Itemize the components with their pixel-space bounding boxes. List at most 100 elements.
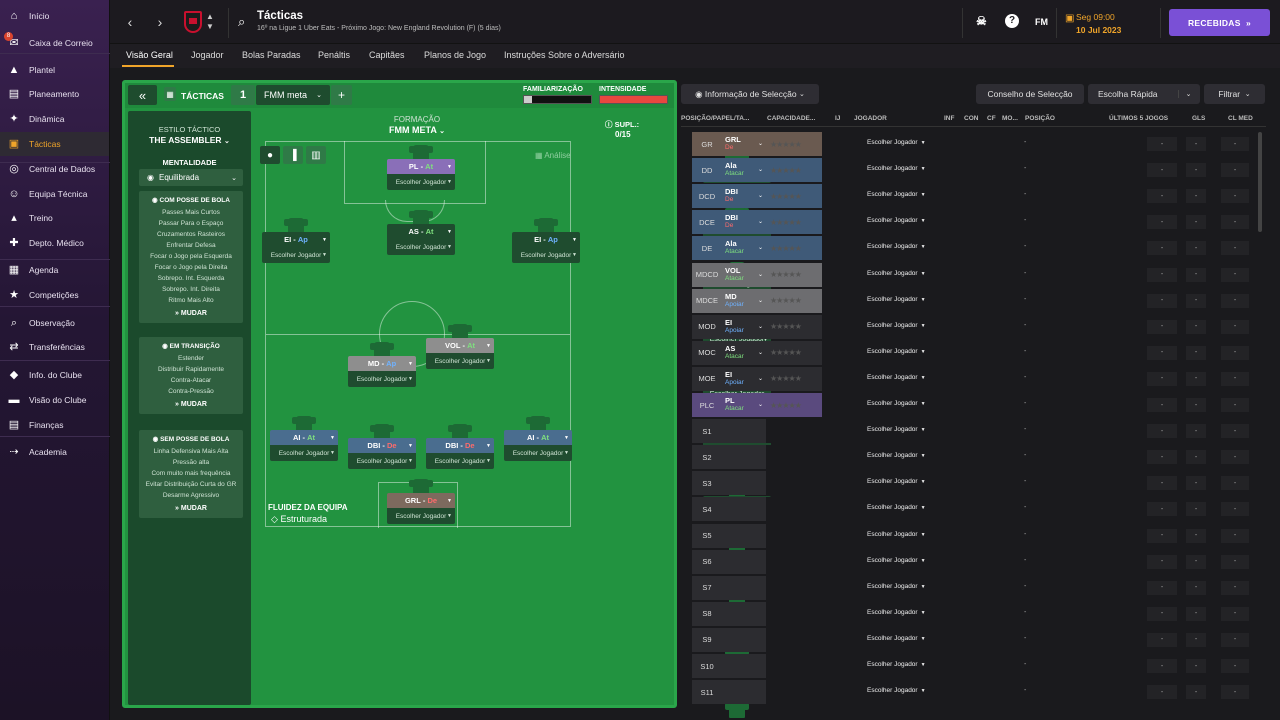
club-crest[interactable] (184, 11, 202, 33)
familiarity-bar[interactable] (523, 95, 592, 104)
role-cell[interactable]: EI Apoiar ⌄ (722, 366, 766, 391)
role-duty[interactable]: EI - Ap ▼ (262, 232, 330, 247)
tab-4[interactable]: Capitães (369, 50, 405, 60)
sidebar-item-2[interactable]: ▲ Plantel (0, 58, 109, 82)
column-header[interactable]: GLS (1192, 115, 1206, 122)
analysis-button[interactable]: ▦ Análise (535, 151, 571, 160)
pitch-position-8[interactable]: DBI - De ▼ Escolher Jogador ▼ (426, 438, 494, 471)
quick-pick-button[interactable]: Escolha Rápida ⌄ (1088, 84, 1200, 104)
add-tactic-button[interactable]: + (331, 85, 352, 105)
choose-player-dropdown[interactable]: Escolher Jogador ▼ (426, 453, 494, 469)
choose-player-dropdown[interactable]: Escolher Jogador ▼ (867, 452, 926, 459)
table-row[interactable]: MOC AS Atacar ⌄ ★★★★★ Escolher Jogador ▼ - - - - (681, 340, 1266, 366)
column-header[interactable]: ÚLTIMOS 5 JOGOS (1109, 115, 1169, 122)
change-button[interactable]: » MUDAR (139, 310, 243, 317)
column-header[interactable]: CAPACIDADE... (767, 115, 816, 122)
tab-6[interactable]: Instruções Sobre o Adversário (504, 50, 625, 60)
choose-player-dropdown[interactable]: Escolher Jogador ▼ (867, 296, 926, 303)
choose-player-dropdown[interactable]: Escolher Jogador ▼ (867, 504, 926, 511)
table-row[interactable]: S7 Escolher Jogador ▼ - - - - (681, 575, 1266, 601)
received-button[interactable]: RECEBIDAS » (1169, 9, 1270, 36)
pitch-position-9[interactable]: AI - At ▼ Escolher Jogador ▼ (504, 430, 572, 463)
role-duty[interactable]: EI - Ap ▼ (512, 232, 580, 247)
role-duty[interactable]: VOL - At ▼ (426, 338, 494, 353)
role-duty[interactable]: DBI - De ▼ (348, 438, 416, 453)
pitch-position-2[interactable]: AS - At ▼ Escolher Jogador ▼ (387, 224, 455, 257)
tactic-name-dropdown[interactable]: FMM meta ⌄ (256, 85, 330, 105)
choose-player-dropdown[interactable]: Escolher Jogador ▼ (867, 426, 926, 433)
table-row[interactable]: GR GRL De ⌄ ★★★★★ Escolher Jogador ▼ - - - - (681, 131, 1266, 157)
role-cell[interactable]: DBI De ⌄ (722, 184, 766, 209)
filter-button[interactable]: Filtrar ⌄ (1204, 84, 1265, 104)
role-duty[interactable]: AS - At ▼ (387, 224, 455, 239)
choose-player-dropdown[interactable]: Escolher Jogador ▼ (426, 353, 494, 369)
search-icon[interactable]: ⌕ (238, 14, 246, 29)
sidebar-item-0[interactable]: ⌂ Início (0, 4, 109, 28)
sidebar-item-14[interactable]: ◆ Info. do Clube (0, 363, 109, 387)
role-duty[interactable]: MD - Ap ▼ (348, 356, 416, 371)
choose-player-dropdown[interactable]: Escolher Jogador ▼ (387, 174, 455, 190)
choose-player-dropdown[interactable]: Escolher Jogador ▼ (867, 322, 926, 329)
column-header[interactable]: CL MED (1228, 115, 1253, 122)
table-row[interactable]: S2 Escolher Jogador ▼ - - - - (681, 444, 1266, 470)
fm-logo[interactable]: FM (1035, 17, 1048, 27)
choose-player-dropdown[interactable]: Escolher Jogador ▼ (867, 531, 926, 538)
role-cell[interactable]: Ala Atacar ⌄ (722, 158, 766, 183)
choose-player-dropdown[interactable]: Escolher Jogador ▼ (867, 583, 926, 590)
choose-player-dropdown[interactable]: Escolher Jogador ▼ (270, 445, 338, 461)
table-row[interactable]: MDCE MD Apoiar ⌄ ★★★★★ Escolher Jogador ▼ - - - - (681, 288, 1266, 314)
pitch-position-4[interactable]: VOL - At ▼ Escolher Jogador ▼ (426, 338, 494, 371)
table-row[interactable]: MOE EI Apoiar ⌄ ★★★★★ Escolher Jogador ▼ - - - - (681, 366, 1266, 392)
role-cell[interactable]: VOL Atacar ⌄ (722, 262, 766, 287)
column-header[interactable]: CF (987, 115, 996, 122)
sidebar-item-13[interactable]: ⇄ Transferências (0, 335, 109, 359)
role-duty[interactable]: GRL - De ▼ (387, 493, 455, 508)
role-duty[interactable]: DBI - De ▼ (426, 438, 494, 453)
table-row[interactable]: DCD DBI De ⌄ ★★★★★ Escolher Jogador ▼ - - - - (681, 183, 1266, 209)
fluidity-value[interactable]: ◇ Estruturada (271, 514, 327, 525)
sidebar-item-11[interactable]: ★ Competições (0, 283, 109, 307)
pitch-position-10[interactable]: GRL - De ▼ Escolher Jogador ▼ (387, 493, 455, 526)
sidebar-item-6[interactable]: ◎ Central de Dados (0, 157, 109, 181)
table-row[interactable]: PLC PL Atacar ⌄ ★★★★★ Escolher Jogador ▼ - - - - (681, 392, 1266, 418)
change-button[interactable]: » MUDAR (139, 401, 243, 408)
choose-player-dropdown[interactable]: Escolher Jogador ▼ (387, 239, 455, 255)
table-row[interactable]: MOD EI Apoiar ⌄ ★★★★★ Escolher Jogador ▼ - - - - (681, 314, 1266, 340)
column-header[interactable]: MO... (1002, 115, 1018, 122)
sidebar-item-15[interactable]: ▬ Visão do Clube (0, 388, 109, 412)
column-header[interactable]: POSIÇÃO/PAPEL/TA... (681, 115, 750, 122)
choose-player-dropdown[interactable]: Escolher Jogador ▼ (867, 478, 926, 485)
selection-advice-button[interactable]: Conselho de Selecção (976, 84, 1084, 104)
sidebar-item-17[interactable]: ⇢ Academia (0, 440, 109, 464)
choose-player-dropdown[interactable]: Escolher Jogador ▼ (867, 139, 926, 146)
table-row[interactable]: S1 Escolher Jogador ▼ - - - - (681, 418, 1266, 444)
table-row[interactable]: S5 Escolher Jogador ▼ - - - - (681, 523, 1266, 549)
stats-icon[interactable]: ▐ (283, 146, 303, 164)
sidebar-item-1[interactable]: ✉ Caixa de Correio (0, 31, 109, 55)
role-cell[interactable]: DBI De ⌄ (722, 210, 766, 235)
sidebar-item-9[interactable]: ✚ Depto. Médico (0, 231, 109, 255)
sidebar-item-10[interactable]: ▦ Agenda (0, 258, 109, 282)
table-row[interactable]: DE Ala Atacar ⌄ ★★★★★ Escolher Jogador ▼ - - - - (681, 235, 1266, 261)
column-header[interactable]: JOGADOR (854, 115, 887, 122)
table-row[interactable]: DD Ala Atacar ⌄ ★★★★★ Escolher Jogador ▼ - - - - (681, 157, 1266, 183)
choose-player-dropdown[interactable]: Escolher Jogador ▼ (867, 217, 926, 224)
role-duty[interactable]: AI - At ▼ (270, 430, 338, 445)
tab-5[interactable]: Planos de Jogo (424, 50, 487, 60)
choose-player-dropdown[interactable]: Escolher Jogador ▼ (867, 348, 926, 355)
scrollbar[interactable] (1258, 132, 1262, 232)
sidebar-item-8[interactable]: ▴ Treino (0, 206, 109, 230)
club-switch-icon[interactable]: ▲ ▼ (206, 12, 214, 31)
back-arrow-icon[interactable]: ‹ (127, 14, 133, 30)
choose-player-dropdown[interactable]: Escolher Jogador ▼ (867, 609, 926, 616)
role-cell[interactable]: AS Atacar ⌄ (722, 340, 766, 365)
tab-3[interactable]: Penáltis (318, 50, 351, 60)
table-row[interactable]: S4 Escolher Jogador ▼ - - - - (681, 496, 1266, 522)
role-cell[interactable]: MD Apoiar ⌄ (722, 288, 766, 313)
choose-player-dropdown[interactable]: Escolher Jogador ▼ (867, 557, 926, 564)
choose-player-dropdown[interactable]: Escolher Jogador ▼ (262, 247, 330, 263)
pitch-position-7[interactable]: DBI - De ▼ Escolher Jogador ▼ (348, 438, 416, 471)
role-cell[interactable]: EI Apoiar ⌄ (722, 314, 766, 339)
role-duty[interactable]: PL - At ▼ (387, 159, 455, 174)
choose-player-dropdown[interactable]: Escolher Jogador ▼ (867, 374, 926, 381)
